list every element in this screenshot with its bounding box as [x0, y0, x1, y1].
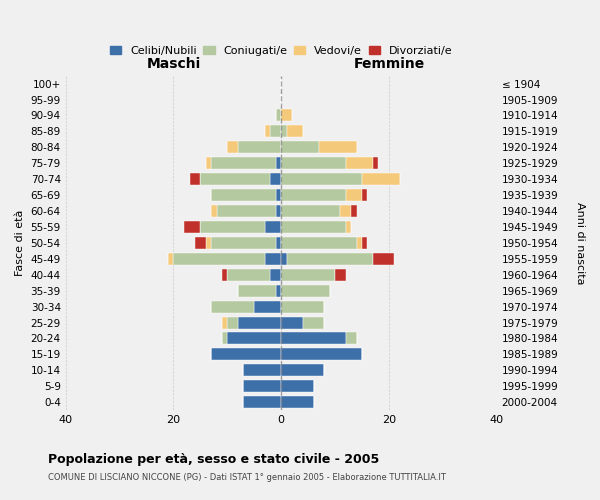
Bar: [206, 237, 211, 249]
Bar: [281, 221, 346, 233]
Bar: [346, 221, 351, 233]
Text: Femmine: Femmine: [353, 57, 425, 71]
Bar: [211, 237, 276, 249]
Bar: [227, 332, 281, 344]
Text: COMUNE DI LISCIANO NICCONE (PG) - Dati ISTAT 1° gennaio 2005 - Elaborazione TUTT: COMUNE DI LISCIANO NICCONE (PG) - Dati I…: [48, 472, 446, 482]
Y-axis label: Fasce di età: Fasce di età: [15, 210, 25, 276]
Text: Maschi: Maschi: [146, 57, 200, 71]
Bar: [195, 237, 206, 249]
Bar: [281, 173, 362, 185]
Bar: [281, 269, 335, 280]
Bar: [271, 269, 281, 280]
Bar: [200, 221, 265, 233]
Bar: [335, 269, 346, 280]
Bar: [281, 189, 346, 201]
Bar: [211, 300, 254, 312]
Bar: [276, 189, 281, 201]
Bar: [356, 237, 362, 249]
Bar: [244, 380, 281, 392]
Bar: [281, 284, 329, 296]
Bar: [351, 205, 356, 217]
Bar: [281, 364, 325, 376]
Bar: [281, 380, 314, 392]
Bar: [217, 205, 276, 217]
Bar: [227, 269, 271, 280]
Bar: [271, 173, 281, 185]
Bar: [281, 205, 340, 217]
Bar: [211, 158, 276, 169]
Text: Popolazione per età, sesso e stato civile - 2005: Popolazione per età, sesso e stato civil…: [48, 452, 379, 466]
Bar: [265, 126, 271, 138]
Bar: [244, 396, 281, 408]
Bar: [238, 316, 281, 328]
Bar: [200, 173, 271, 185]
Bar: [276, 110, 281, 122]
Bar: [184, 221, 200, 233]
Bar: [362, 173, 400, 185]
Bar: [319, 142, 356, 154]
Bar: [281, 237, 356, 249]
Bar: [340, 205, 351, 217]
Bar: [211, 205, 217, 217]
Bar: [287, 253, 373, 265]
Bar: [373, 253, 394, 265]
Bar: [276, 284, 281, 296]
Bar: [238, 284, 276, 296]
Bar: [244, 364, 281, 376]
Bar: [222, 332, 227, 344]
Bar: [227, 316, 238, 328]
Bar: [265, 221, 281, 233]
Bar: [168, 253, 173, 265]
Bar: [362, 189, 367, 201]
Bar: [238, 142, 281, 154]
Bar: [281, 126, 287, 138]
Bar: [281, 253, 287, 265]
Bar: [227, 142, 238, 154]
Bar: [265, 253, 281, 265]
Bar: [346, 332, 356, 344]
Bar: [190, 173, 200, 185]
Bar: [281, 396, 314, 408]
Bar: [281, 316, 303, 328]
Bar: [303, 316, 325, 328]
Bar: [276, 205, 281, 217]
Bar: [206, 158, 211, 169]
Bar: [346, 189, 362, 201]
Bar: [211, 189, 276, 201]
Bar: [222, 316, 227, 328]
Bar: [281, 348, 362, 360]
Bar: [373, 158, 378, 169]
Y-axis label: Anni di nascita: Anni di nascita: [575, 202, 585, 284]
Legend: Celibi/Nubili, Coniugati/e, Vedovi/e, Divorziati/e: Celibi/Nubili, Coniugati/e, Vedovi/e, Di…: [106, 41, 457, 60]
Bar: [281, 142, 319, 154]
Bar: [276, 158, 281, 169]
Bar: [281, 110, 292, 122]
Bar: [281, 158, 346, 169]
Bar: [271, 126, 281, 138]
Bar: [287, 126, 303, 138]
Bar: [346, 158, 373, 169]
Bar: [276, 237, 281, 249]
Bar: [281, 300, 325, 312]
Bar: [211, 348, 281, 360]
Bar: [222, 269, 227, 280]
Bar: [254, 300, 281, 312]
Bar: [281, 332, 346, 344]
Bar: [173, 253, 265, 265]
Bar: [362, 237, 367, 249]
